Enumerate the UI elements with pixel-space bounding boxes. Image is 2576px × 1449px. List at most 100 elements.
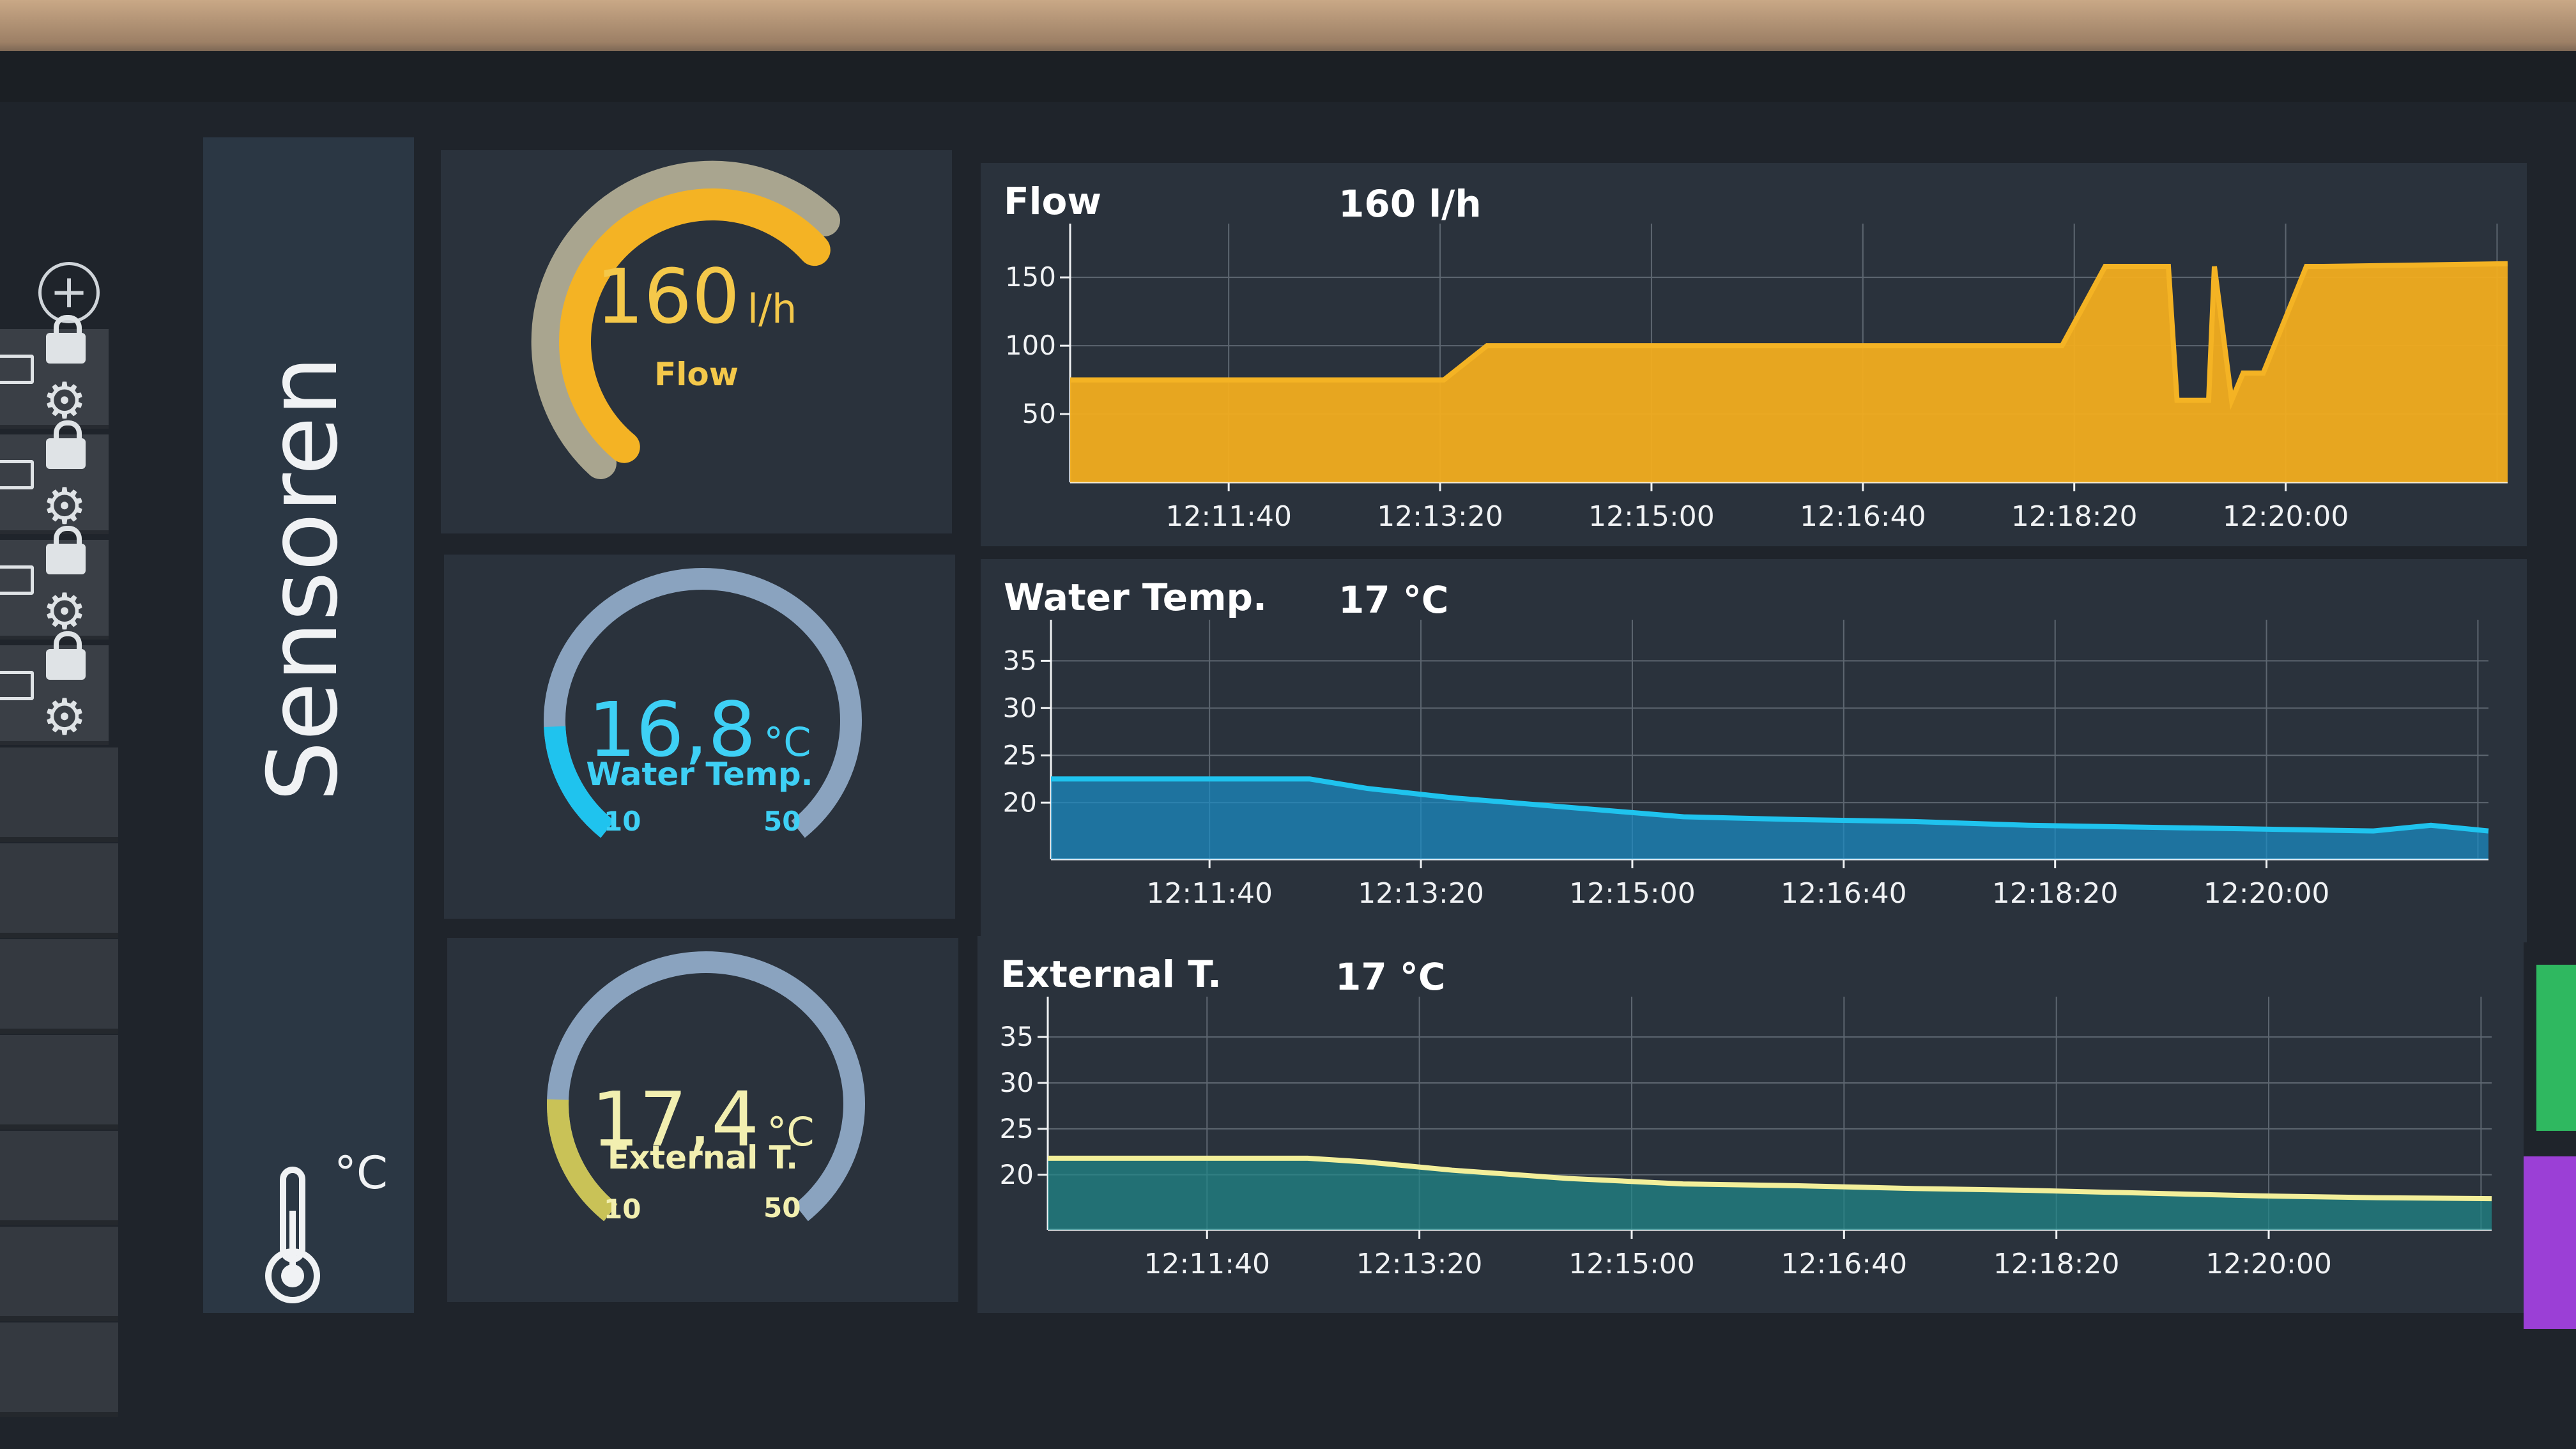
water-temp-chart-card: Water Temp. 17 °C 20 25 30 35 12:11:40 12:13:…: [981, 559, 2527, 942]
y-tick-label: 25: [1003, 739, 1037, 770]
gauge-min: 10: [604, 806, 641, 837]
gear-icon[interactable]: ⚙: [42, 583, 87, 641]
x-tick-label: 12:11:40: [1146, 877, 1273, 910]
y-tick-label: 30: [1000, 1067, 1034, 1098]
y-tick-label: 35: [1003, 645, 1037, 676]
gauge-label: Water Temp.: [586, 756, 813, 793]
series-area: [1070, 263, 2508, 482]
gauge-label: External T.: [607, 1139, 799, 1176]
gauge-fill: [547, 1099, 618, 1222]
x-tick-label: 12:11:40: [1165, 500, 1292, 533]
gauge-number: 16,8: [588, 686, 756, 774]
y-tick-label: 35: [1000, 1021, 1034, 1052]
gauge-number: 17,4: [591, 1075, 760, 1163]
flow-gauge: [531, 160, 840, 479]
x-tick-label: 12:16:40: [1781, 877, 1907, 910]
water-temp-gauge-card: 16,8 °C Water Temp. 10 50: [444, 555, 955, 919]
water-temp-chart: 20 25 30 35 12:11:40 12:13:20 12:15:00 12:16:40…: [1003, 620, 2489, 910]
y-tick-label: 100: [1005, 330, 1056, 361]
sidebar-item-2[interactable]: ⚙: [0, 420, 109, 535]
gauge-number: 160: [595, 252, 740, 341]
y-tick-label: 25: [1000, 1113, 1034, 1144]
monitor-icon[interactable]: [0, 460, 34, 489]
plus-icon[interactable]: +: [38, 262, 100, 323]
side-tile-green[interactable]: [2536, 965, 2576, 1131]
x-tick-label: 12:18:20: [1992, 877, 2119, 910]
x-tick-label: 12:11:40: [1144, 1248, 1270, 1280]
x-tick-label: 12:20:00: [2204, 877, 2330, 910]
y-tick-label: 20: [1000, 1159, 1034, 1190]
external-temp-gauge-card: 17,4 °C External T. 10 50: [447, 938, 958, 1302]
monitor-icon[interactable]: [0, 565, 34, 595]
x-tick-label: 12:13:20: [1377, 500, 1503, 533]
series-area: [1048, 1158, 2492, 1230]
series-line: [1070, 261, 2508, 410]
gauge-value: 160 l/h: [441, 252, 952, 341]
x-tick-label: 12:20:00: [2205, 1248, 2332, 1280]
x-tick-label: 12:16:40: [1800, 500, 1926, 533]
gear-icon[interactable]: ⚙: [42, 372, 87, 430]
x-tick-label: 12:13:20: [1358, 877, 1484, 910]
external-temp-chart-card: External T. 17 °C 20 25 30 35 12:11:40 12:13:…: [977, 936, 2524, 1313]
gauge-unit: °C: [767, 1108, 815, 1155]
dashboard-sidebar: + ⚙ ⚙ ⚙ ⚙: [0, 109, 121, 1417]
sidebar-item-4[interactable]: ⚙: [0, 631, 109, 746]
sidebar-blank-row[interactable]: [0, 939, 118, 1034]
sidebar-blank-row[interactable]: [0, 1131, 118, 1225]
series-line: [1051, 776, 2489, 834]
lock-icon[interactable]: [46, 420, 86, 469]
gauge-min: 10: [604, 1193, 641, 1225]
monitor-icon[interactable]: [0, 671, 34, 700]
sidebar-blank-row[interactable]: [0, 843, 118, 938]
lock-icon[interactable]: [46, 526, 86, 574]
gauge-label: Flow: [654, 356, 739, 393]
monitor-icon[interactable]: [0, 355, 34, 384]
y-tick-label: 30: [1003, 692, 1037, 723]
lock-icon[interactable]: [46, 315, 86, 364]
group-unit: °C: [334, 1147, 388, 1199]
gear-icon[interactable]: ⚙: [42, 689, 87, 746]
flow-gauge-card: 160 l/h Flow: [441, 150, 952, 533]
gauge-unit: l/h: [747, 286, 797, 332]
flow-chart-card: Flow 160 l/h 50 100 150 12:11:40 12:13:20 12:…: [981, 163, 2527, 546]
x-tick-label: 12:15:00: [1569, 877, 1696, 910]
chart-label: Water Temp.: [1004, 576, 1268, 619]
series-line: [1048, 1155, 2492, 1202]
y-tick-label: 50: [1022, 398, 1056, 429]
chart-readout: 160 l/h: [1338, 182, 1482, 226]
x-tick-label: 12:16:40: [1781, 1248, 1908, 1280]
external-temp-gauge: [547, 951, 865, 1222]
external-temp-chart: 20 25 30 35 12:11:40 12:13:20 12:15:00 12:16:40…: [1000, 997, 2492, 1280]
gauge-fill: [544, 726, 615, 838]
sidebar-blank-row[interactable]: [0, 1322, 118, 1417]
x-tick-label: 12:15:00: [1568, 1248, 1695, 1280]
group-title: Sensoren: [248, 355, 359, 802]
gauge-max: 50: [763, 1192, 801, 1223]
y-tick-label: 150: [1005, 261, 1056, 293]
thermometer-icon: [265, 1167, 320, 1303]
x-tick-label: 12:18:20: [2011, 500, 2138, 533]
x-tick-label: 12:15:00: [1588, 500, 1715, 533]
gear-icon[interactable]: ⚙: [42, 478, 87, 535]
sidebar-blank-row[interactable]: [0, 1227, 118, 1321]
chart-readout: 17 °C: [1335, 955, 1446, 999]
chart-label: External T.: [1000, 953, 1222, 996]
gauge-track: [531, 160, 840, 479]
sidebar-blank-row[interactable]: [0, 1035, 118, 1130]
x-tick-label: 12:13:20: [1356, 1248, 1483, 1280]
x-tick-label: 12:18:20: [1993, 1248, 2120, 1280]
flow-chart: 50 100 150 12:11:40 12:13:20 12:15:00 12:16:40…: [1005, 224, 2508, 533]
gauge-unit: °C: [763, 719, 811, 765]
y-tick-label: 20: [1003, 786, 1037, 818]
x-tick-label: 12:20:00: [2223, 500, 2349, 533]
gauge-value: 16,8 °C: [444, 686, 955, 774]
sidebar-item-1[interactable]: ⚙: [0, 315, 109, 430]
chart-label: Flow: [1004, 180, 1101, 223]
lock-icon[interactable]: [46, 631, 86, 680]
sidebar-blank-row[interactable]: [0, 747, 118, 842]
gauge-value: 17,4 °C: [447, 1075, 958, 1163]
side-tile-purple[interactable]: [2524, 1156, 2576, 1329]
gauge-fill: [559, 188, 831, 463]
group-header: Sensoren °C: [203, 137, 414, 1313]
sidebar-item-3[interactable]: ⚙: [0, 526, 109, 641]
